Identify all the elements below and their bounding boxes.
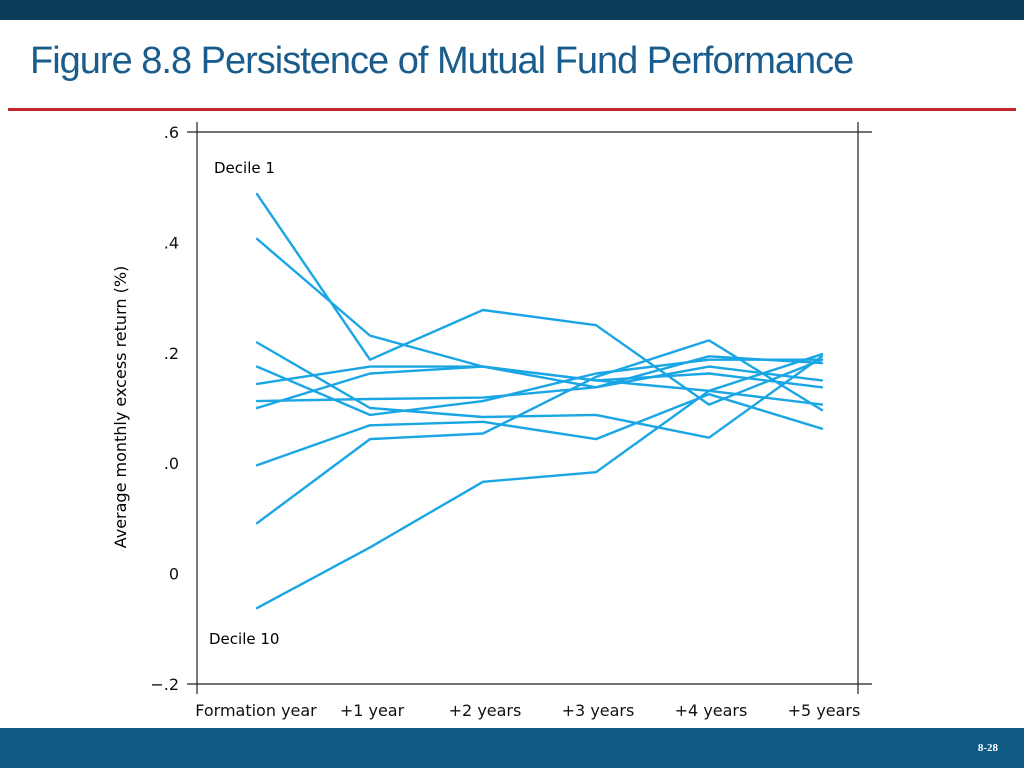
x-tick-label: +1 year — [340, 701, 405, 720]
slide-number: 8-28 — [977, 742, 998, 754]
decile-10-label: Decile 10 — [209, 630, 279, 648]
series-line-2 — [255, 237, 824, 389]
decile-1-label: Decile 1 — [214, 159, 275, 177]
series-line-1 — [255, 192, 824, 406]
y-tick-label: 0 — [169, 565, 179, 584]
bottom-bar: 8-28 — [0, 728, 1024, 768]
plot-frame — [187, 122, 872, 694]
y-tick-label: −.2 — [150, 675, 179, 694]
series-line-3 — [255, 341, 824, 439]
x-tick-label: +5 years — [788, 701, 861, 720]
series-line-4 — [255, 358, 824, 417]
y-axis-label: Average monthly excess return (%) — [111, 266, 130, 549]
y-tick-labels: .6 .4 .2 .0 0 −.2 — [150, 123, 179, 694]
series-lines — [255, 192, 824, 610]
x-tick-labels: Formation year +1 year +2 years +3 years +4 … — [195, 701, 860, 720]
series-line-10 — [255, 353, 824, 610]
x-tick-label: +4 years — [675, 701, 748, 720]
slide-title: Figure 8.8 Persistence of Mutual Fund Pe… — [30, 40, 854, 82]
x-tick-label: +3 years — [562, 701, 635, 720]
x-tick-label: +2 years — [449, 701, 522, 720]
x-tick-label: Formation year — [195, 701, 317, 720]
series-line-5 — [255, 365, 824, 406]
title-rule — [8, 108, 1016, 111]
series-line-8 — [255, 393, 824, 467]
series-line-6 — [255, 365, 824, 403]
y-tick-label: .6 — [164, 123, 179, 142]
y-tick-label: .4 — [164, 233, 179, 252]
series-line-7 — [255, 355, 824, 410]
y-tick-label: .0 — [164, 454, 179, 473]
top-bar — [0, 0, 1024, 20]
y-tick-label: .2 — [164, 344, 179, 363]
series-line-9 — [255, 339, 824, 525]
